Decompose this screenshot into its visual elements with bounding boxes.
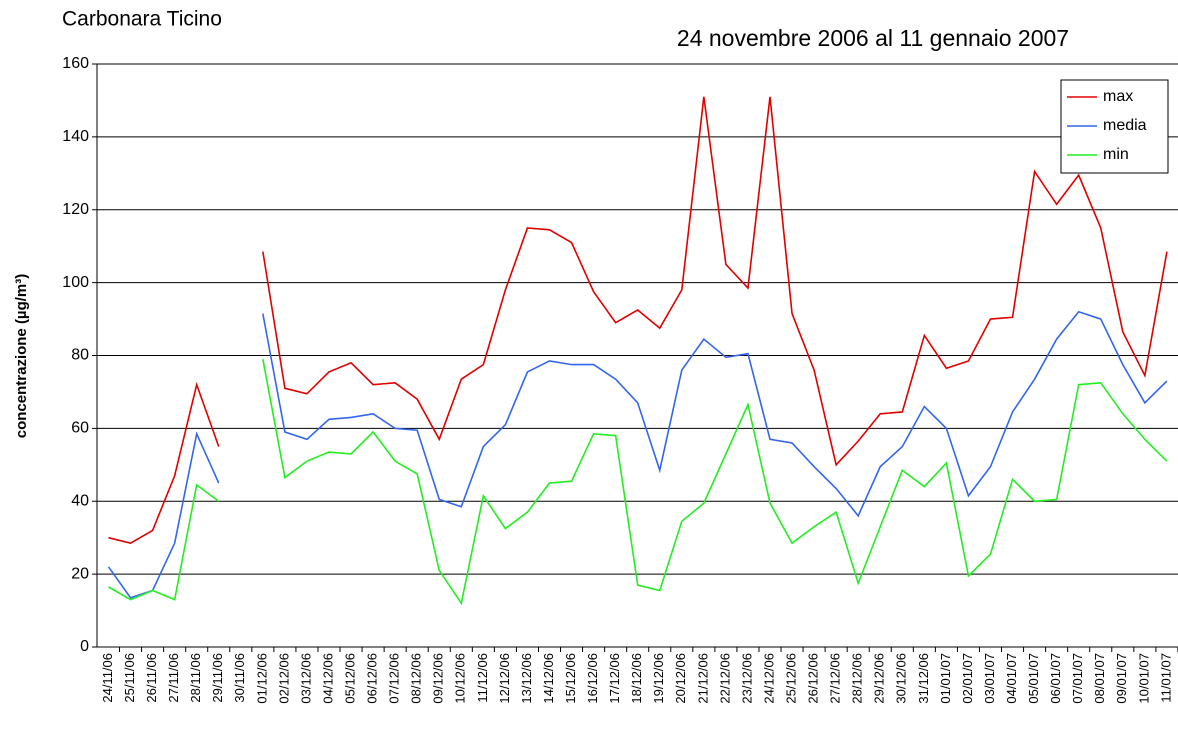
x-tick-label: 11/01/07 [1158,653,1173,703]
x-tick-label: 13/12/06 [519,653,534,704]
x-tick-label: 19/12/06 [651,653,666,704]
x-tick-label: 30/12/06 [894,653,909,704]
x-tick-label: 12/12/06 [497,653,512,704]
x-tick-label: 09/12/06 [431,653,446,704]
chart-title: 24 novembre 2006 al 11 gennaio 2007 [677,25,1069,51]
x-tick-label: 22/12/06 [717,653,732,704]
y-axis-label: concentrazione (µg/m³) [13,274,30,439]
x-tick-label: 24/11/06 [100,653,115,703]
x-tick-label: 20/12/06 [673,653,688,704]
y-tick-label: 60 [71,420,89,437]
x-tick-label: 15/12/06 [563,653,578,704]
x-tick-label: 29/12/06 [872,653,887,704]
y-tick-label: 0 [80,638,89,655]
x-tick-label: 04/12/06 [320,653,335,704]
x-tick-label: 11/12/06 [475,653,490,703]
x-tick-label: 26/12/06 [806,653,821,704]
x-tick-label: 06/01/07 [1048,653,1063,704]
x-tick-label: 02/01/07 [960,653,975,704]
series-line [108,358,1168,606]
x-tick-label: 09/01/07 [1114,653,1129,704]
x-tick-label: 29/11/06 [210,653,225,703]
x-tick-label: 21/12/06 [695,653,710,704]
x-tick-label: 08/12/06 [409,653,424,704]
x-tick-label: 17/12/06 [607,653,622,704]
y-tick-label: 80 [71,347,89,364]
x-tick-label: 10/12/06 [453,653,468,704]
x-tick-label: 25/11/06 [122,653,137,703]
y-tick-label: 160 [62,55,89,72]
x-tick-label: 31/12/06 [916,653,931,704]
x-tick-label: 27/12/06 [828,653,843,704]
y-tick-label: 20 [71,565,89,582]
x-tick-label: 26/11/06 [144,653,159,703]
x-tick-label: 18/12/06 [629,653,644,704]
legend-label: max [1103,88,1133,105]
x-tick-label: 03/01/07 [982,653,997,704]
y-tick-label: 140 [62,128,89,145]
legend-label: min [1103,146,1129,163]
x-tick-label: 23/12/06 [739,653,754,704]
x-tick-label: 04/01/07 [1004,653,1019,704]
x-tick-label: 10/01/07 [1136,653,1151,704]
x-tick-label: 28/12/06 [850,653,865,704]
x-tick-label: 01/01/07 [938,653,953,704]
x-tick-label: 03/12/06 [298,653,313,704]
x-tick-label: 24/12/06 [761,653,776,704]
series-line [107,310,1168,599]
x-tick-label: 02/12/06 [276,653,291,704]
series-line [108,96,1168,545]
legend-label: media [1103,117,1147,134]
x-tick-label: 28/11/06 [188,653,203,703]
x-tick-label: 14/12/06 [541,653,556,704]
x-tick-label: 07/01/07 [1070,653,1085,704]
x-tick-label: 08/01/07 [1092,653,1107,704]
y-tick-label: 120 [62,201,89,218]
x-tick-label: 05/12/06 [342,653,357,704]
x-tick-label: 07/12/06 [387,653,402,704]
x-tick-label: 06/12/06 [365,653,380,704]
y-tick-label: 100 [62,274,89,291]
y-tick-label: 40 [71,492,89,509]
x-tick-label: 30/11/06 [232,653,247,703]
x-tick-label: 05/01/07 [1026,653,1041,704]
x-tick-label: 25/12/06 [783,653,798,704]
x-tick-label: 01/12/06 [254,653,269,704]
chart-subtitle: Carbonara Ticino [62,8,222,31]
x-tick-label: 27/11/06 [166,653,181,703]
x-tick-label: 16/12/06 [585,653,600,704]
